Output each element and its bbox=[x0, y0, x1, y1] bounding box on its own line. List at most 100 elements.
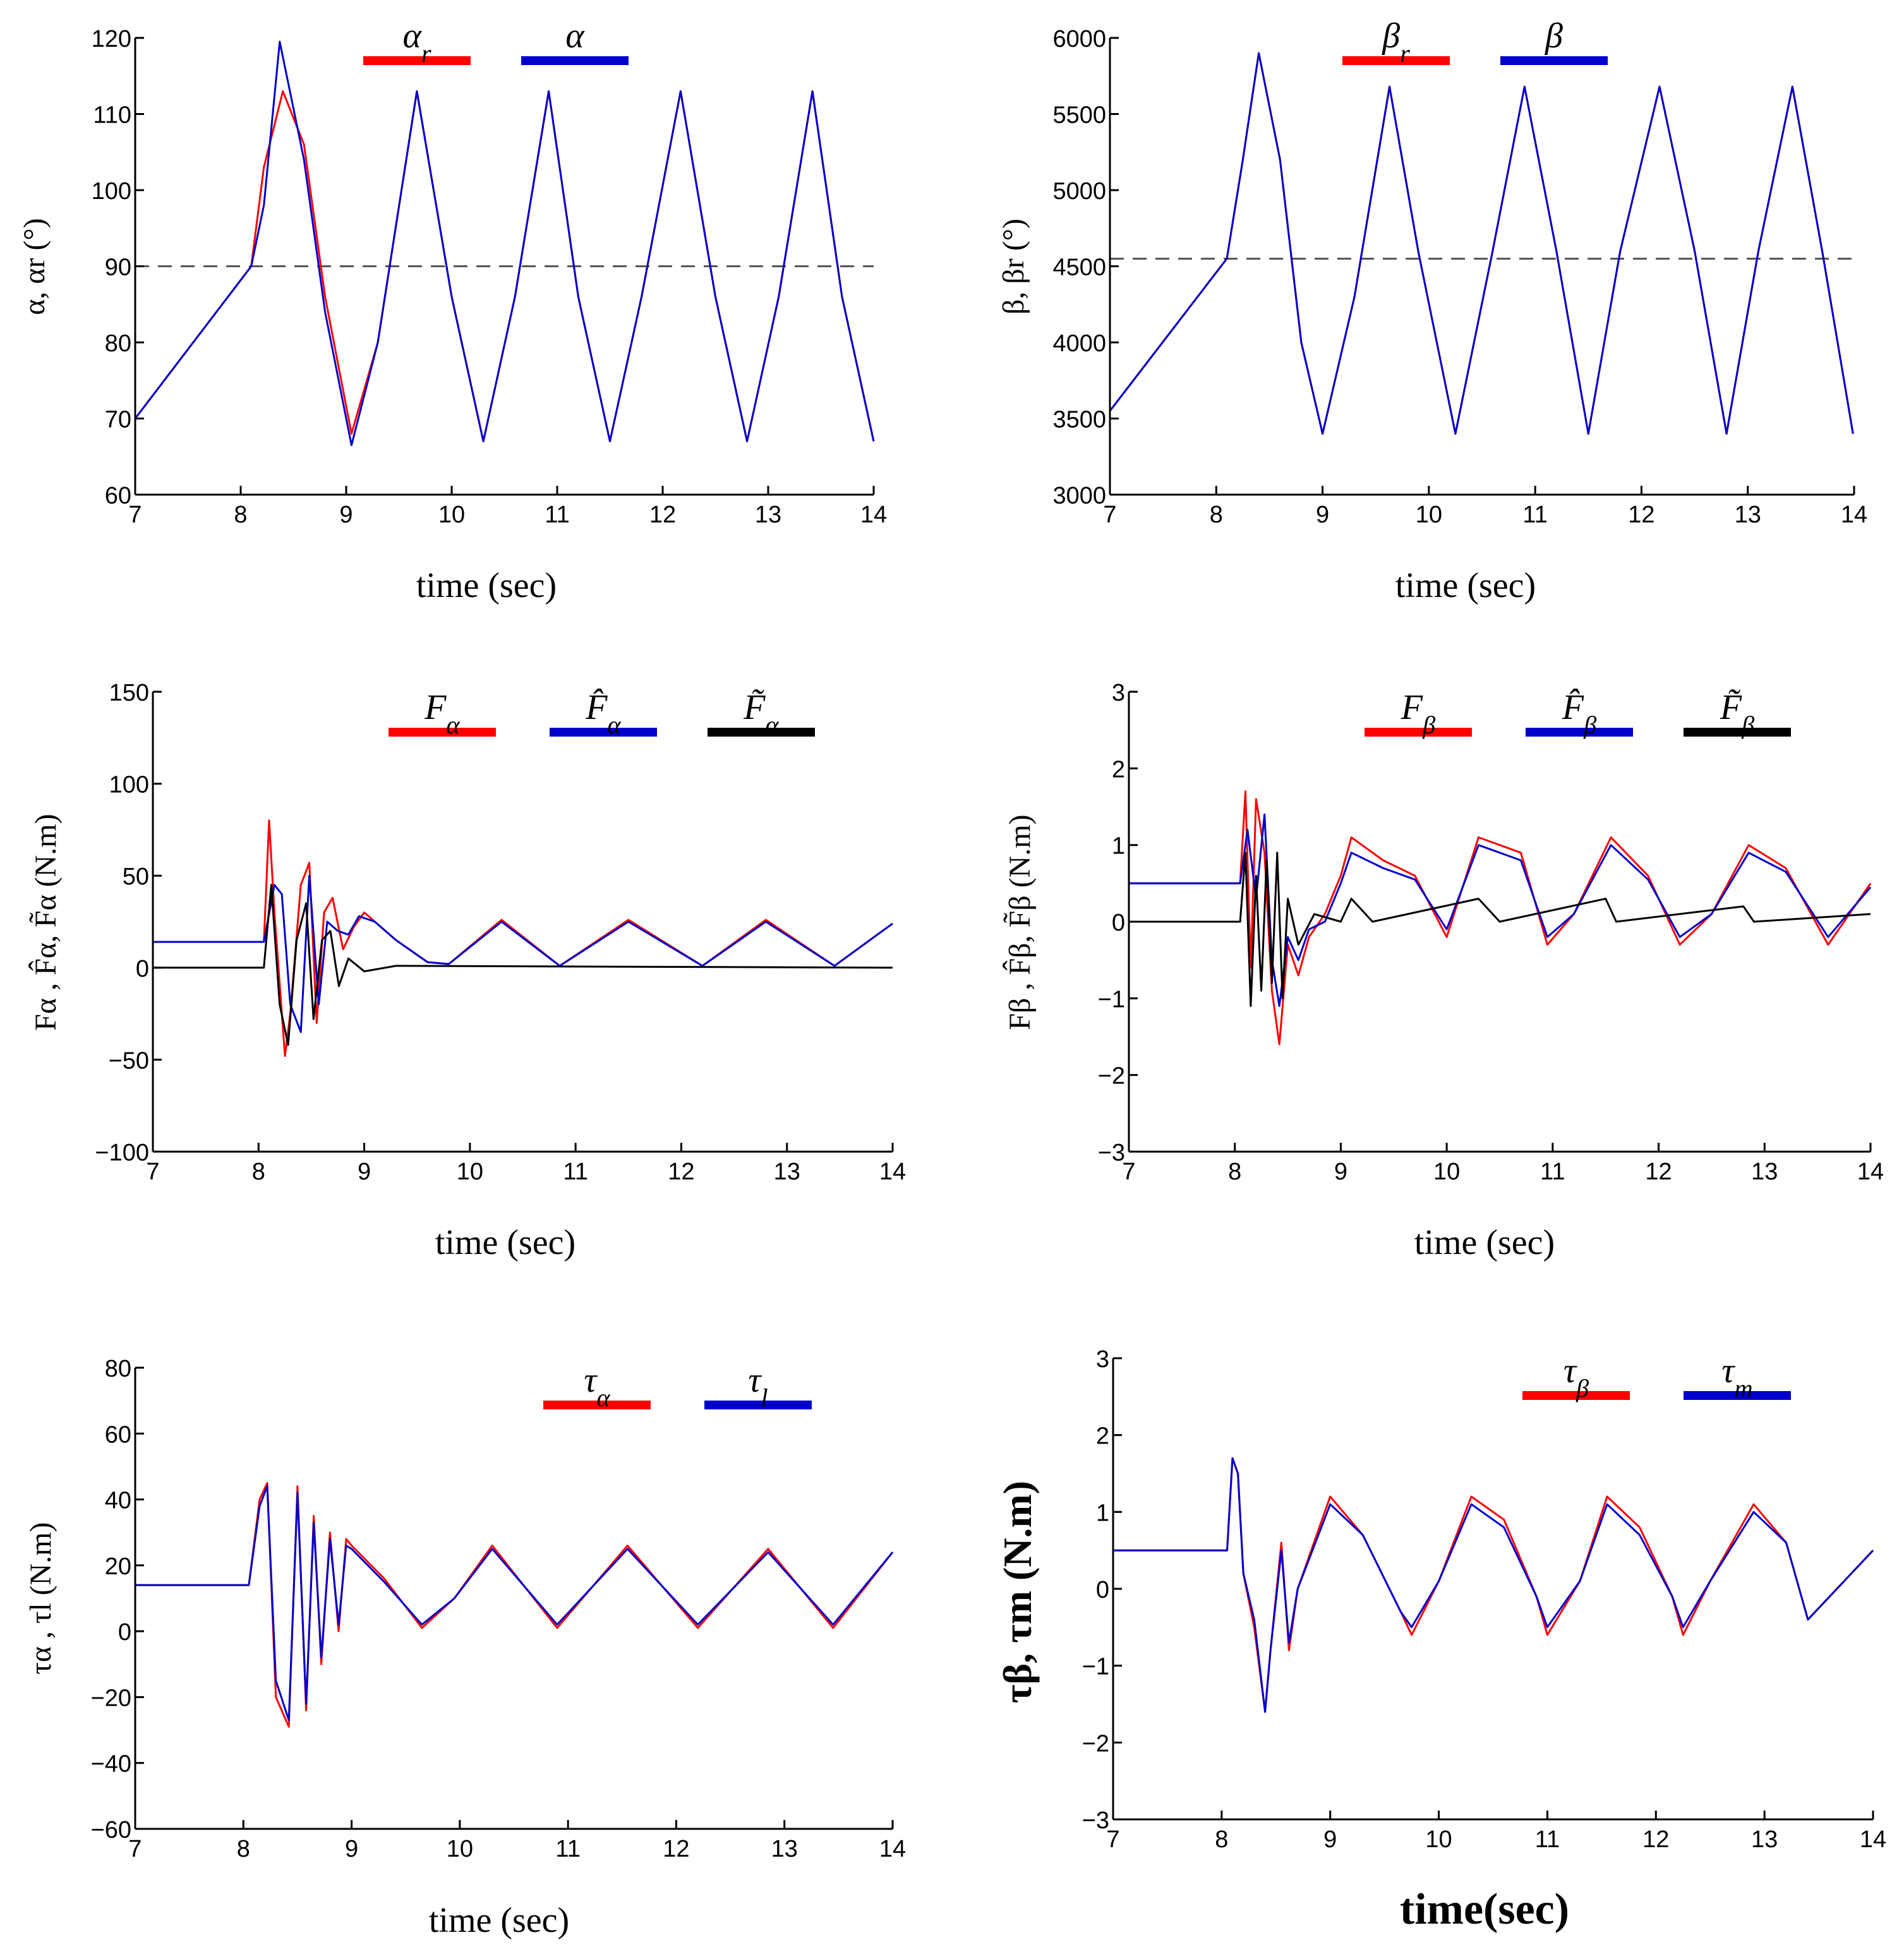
x-tick-label: 14 bbox=[879, 1836, 906, 1862]
y-tick-label: 0 bbox=[1096, 1577, 1109, 1603]
y-tick-label: 3 bbox=[1112, 680, 1125, 706]
x-tick-label: 8 bbox=[234, 502, 247, 528]
x-tick-label: 13 bbox=[1751, 1159, 1778, 1185]
x-tick-label: 7 bbox=[128, 502, 142, 528]
x-tick-label: 9 bbox=[345, 1836, 358, 1862]
x-tick-label: 14 bbox=[879, 1159, 906, 1185]
y-tick-label: 2 bbox=[1096, 1423, 1109, 1450]
y-tick-label: 50 bbox=[123, 864, 149, 890]
y-tick-label: −2 bbox=[1082, 1730, 1109, 1757]
series-line-1 bbox=[1109, 52, 1854, 435]
x-tick-label: 12 bbox=[663, 1836, 689, 1862]
legend-label: βr bbox=[1382, 16, 1410, 68]
y-tick-label: −2 bbox=[1098, 1063, 1125, 1090]
x-tick-label: 11 bbox=[545, 502, 569, 528]
legend-swatch bbox=[1365, 728, 1472, 737]
series-line-3 bbox=[153, 884, 893, 1046]
y-tick-label: 5500 bbox=[1052, 102, 1106, 129]
y-tick-label: 3 bbox=[1096, 1346, 1109, 1373]
chart-beta: 7 8 9 10 11 12 13 14 3000 3500 4000 4500 5000 5500 600… bbox=[997, 16, 1867, 605]
legend-swatch bbox=[1342, 56, 1450, 65]
x-tick-label: 8 bbox=[1215, 1826, 1228, 1853]
y-tick-label: 0 bbox=[118, 1619, 131, 1646]
x-tick-label: 9 bbox=[358, 1159, 371, 1185]
x-tick-label: 8 bbox=[237, 1836, 250, 1862]
x-tick-label: 10 bbox=[1416, 502, 1442, 528]
series-line-2 bbox=[1109, 52, 1854, 435]
x-tick-label: 12 bbox=[1642, 1826, 1669, 1853]
y-tick-label: 4000 bbox=[1052, 330, 1106, 357]
x-tick-label: 9 bbox=[1316, 502, 1329, 528]
x-tick-label: 13 bbox=[1735, 502, 1761, 528]
x-tick-label: 13 bbox=[771, 1836, 798, 1862]
legend-label: Fα bbox=[424, 688, 460, 739]
x-tick-label: 7 bbox=[1106, 1826, 1119, 1853]
y-tick-label: 3000 bbox=[1052, 483, 1106, 509]
y-tick-label: 80 bbox=[105, 1356, 131, 1382]
x-tick-label: 7 bbox=[1103, 502, 1116, 528]
y-tick-label: −1 bbox=[1082, 1654, 1109, 1680]
y-tick-label: 100 bbox=[92, 178, 131, 205]
y-tick-label: −20 bbox=[91, 1685, 131, 1711]
x-tick-label: 10 bbox=[447, 1836, 473, 1862]
x-tick-label: 9 bbox=[339, 502, 352, 528]
series-line-2 bbox=[153, 874, 893, 1034]
legend-label: αr bbox=[402, 16, 431, 68]
legend-label: F̂β bbox=[1562, 688, 1597, 739]
y-tick-label: 80 bbox=[105, 330, 131, 357]
x-tick-label: 7 bbox=[146, 1159, 159, 1185]
x-tick-label: 10 bbox=[1433, 1159, 1460, 1185]
x-tick-label: 8 bbox=[1228, 1159, 1241, 1185]
y-tick-label: −100 bbox=[95, 1140, 149, 1166]
x-axis-title: time (sec) bbox=[429, 1901, 569, 1940]
y-tick-label: 20 bbox=[105, 1553, 131, 1580]
series-line-2 bbox=[1113, 1457, 1874, 1713]
legend-label: F̂α bbox=[585, 688, 621, 739]
legend-swatch bbox=[521, 56, 629, 65]
y-tick-label: 110 bbox=[93, 102, 131, 129]
y-tick-label: −40 bbox=[91, 1751, 131, 1778]
legend-label: τβ bbox=[1564, 1351, 1589, 1402]
legend-label: τα bbox=[584, 1361, 610, 1412]
y-axis-title: β, βr (°) bbox=[997, 219, 1030, 315]
y-tick-label: 120 bbox=[92, 26, 131, 52]
y-tick-label: 40 bbox=[105, 1488, 131, 1514]
y-tick-label: −3 bbox=[1098, 1140, 1125, 1166]
x-tick-label: 13 bbox=[1751, 1826, 1778, 1853]
x-tick-label: 12 bbox=[1628, 502, 1654, 528]
y-tick-label: 0 bbox=[136, 956, 149, 982]
y-tick-label: 6000 bbox=[1052, 26, 1106, 52]
x-tick-label: 11 bbox=[1535, 1826, 1560, 1853]
x-axis-title: time (sec) bbox=[1414, 1223, 1555, 1262]
series-line-2 bbox=[135, 1485, 894, 1721]
x-tick-label: 11 bbox=[1522, 502, 1547, 528]
y-tick-label: 2 bbox=[1112, 756, 1125, 783]
x-axis-title: time(sec) bbox=[1400, 1885, 1569, 1934]
legend-swatch bbox=[1526, 728, 1633, 737]
y-tick-label: −1 bbox=[1098, 986, 1125, 1013]
legend-swatch bbox=[1684, 1391, 1791, 1400]
y-tick-label: 4500 bbox=[1052, 255, 1106, 281]
y-tick-label: −60 bbox=[91, 1817, 131, 1843]
legend-label: β bbox=[1545, 16, 1563, 56]
legend-label: α bbox=[565, 16, 585, 56]
y-axis-title: Fα , F̂α, F̃α (N.m) bbox=[28, 814, 63, 1031]
x-axis-title: time (sec) bbox=[1395, 566, 1536, 605]
chart-F_alpha: 7 8 9 10 11 12 13 14 −100 −50 0 50 100 150 time (sec) F… bbox=[28, 680, 906, 1262]
x-tick-label: 14 bbox=[1857, 1159, 1884, 1185]
x-tick-label: 10 bbox=[1425, 1826, 1452, 1853]
legend-label: Fβ bbox=[1401, 688, 1436, 739]
y-tick-label: 150 bbox=[109, 680, 149, 706]
series-line-1 bbox=[135, 1482, 894, 1728]
y-axis-title: τβ, τm (N.m) bbox=[995, 1481, 1040, 1703]
y-tick-label: 70 bbox=[105, 407, 131, 433]
y-tick-label: 90 bbox=[105, 255, 131, 281]
legend-swatch bbox=[704, 1401, 812, 1409]
y-tick-label: 5000 bbox=[1052, 178, 1106, 205]
y-axis-title: τα , τl (N.m) bbox=[24, 1522, 57, 1674]
legend-label: F̃β bbox=[1720, 688, 1755, 739]
x-tick-label: 12 bbox=[1645, 1159, 1672, 1185]
